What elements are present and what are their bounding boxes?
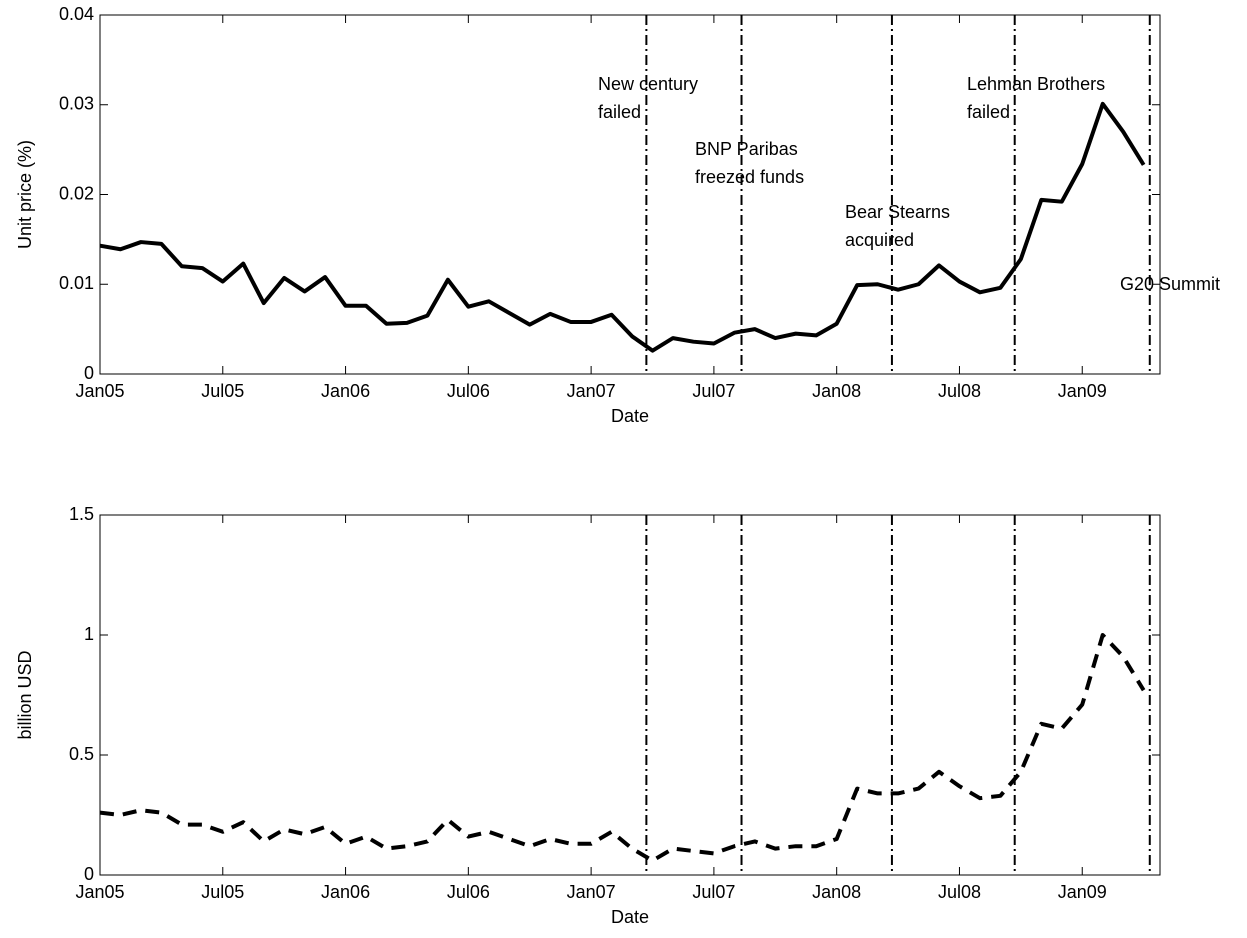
y-tick-label: 0.03 bbox=[59, 94, 94, 114]
x-tick-label: Jul05 bbox=[201, 381, 244, 401]
x-tick-label: Jul06 bbox=[447, 882, 490, 902]
data-line bbox=[99, 633, 1146, 863]
y-axis-label: Unit price (%) bbox=[15, 140, 35, 249]
x-tick-label: Jul08 bbox=[938, 381, 981, 401]
event-label: acquired bbox=[845, 230, 914, 250]
y-axis-label: billion USD bbox=[15, 650, 35, 739]
y-tick-label: 0.04 bbox=[59, 4, 94, 24]
x-tick-label: Jul07 bbox=[692, 882, 735, 902]
x-axis-label: Date bbox=[611, 406, 649, 426]
event-label: New century bbox=[598, 74, 698, 94]
event-label: freezed funds bbox=[695, 167, 804, 187]
x-tick-label: Jan07 bbox=[567, 381, 616, 401]
x-tick-label: Jul06 bbox=[447, 381, 490, 401]
x-tick-label: Jul05 bbox=[201, 882, 244, 902]
event-label: BNP Paribas bbox=[695, 139, 798, 159]
y-tick-label: 0 bbox=[84, 864, 94, 884]
x-axis-label: Date bbox=[611, 907, 649, 927]
x-tick-label: Jul08 bbox=[938, 882, 981, 902]
y-tick-label: 0.02 bbox=[59, 183, 94, 203]
x-tick-label: Jul07 bbox=[692, 381, 735, 401]
axes-box bbox=[99, 514, 1161, 876]
x-tick-label: Jan06 bbox=[321, 381, 370, 401]
x-tick-label: Jan05 bbox=[75, 381, 124, 401]
data-line bbox=[99, 101, 1146, 353]
event-label: failed bbox=[598, 102, 641, 122]
x-tick-label: Jan08 bbox=[812, 882, 861, 902]
event-label: Lehman Brothers bbox=[967, 74, 1105, 94]
y-tick-label: 0 bbox=[84, 363, 94, 383]
event-label: Bear Stearns bbox=[845, 202, 950, 222]
x-tick-label: Jan09 bbox=[1058, 882, 1107, 902]
y-tick-label: 0.5 bbox=[69, 744, 94, 764]
x-tick-label: Jan06 bbox=[321, 882, 370, 902]
x-tick-label: Jan05 bbox=[75, 882, 124, 902]
x-tick-label: Jan07 bbox=[567, 882, 616, 902]
x-tick-label: Jan09 bbox=[1058, 381, 1107, 401]
x-tick-label: Jan08 bbox=[812, 381, 861, 401]
y-tick-label: 0.01 bbox=[59, 273, 94, 293]
y-tick-label: 1 bbox=[84, 624, 94, 644]
event-label: G20 Summit bbox=[1120, 274, 1220, 294]
event-label: failed bbox=[967, 102, 1010, 122]
y-tick-label: 1.5 bbox=[69, 504, 94, 524]
axes-box bbox=[99, 14, 1161, 375]
